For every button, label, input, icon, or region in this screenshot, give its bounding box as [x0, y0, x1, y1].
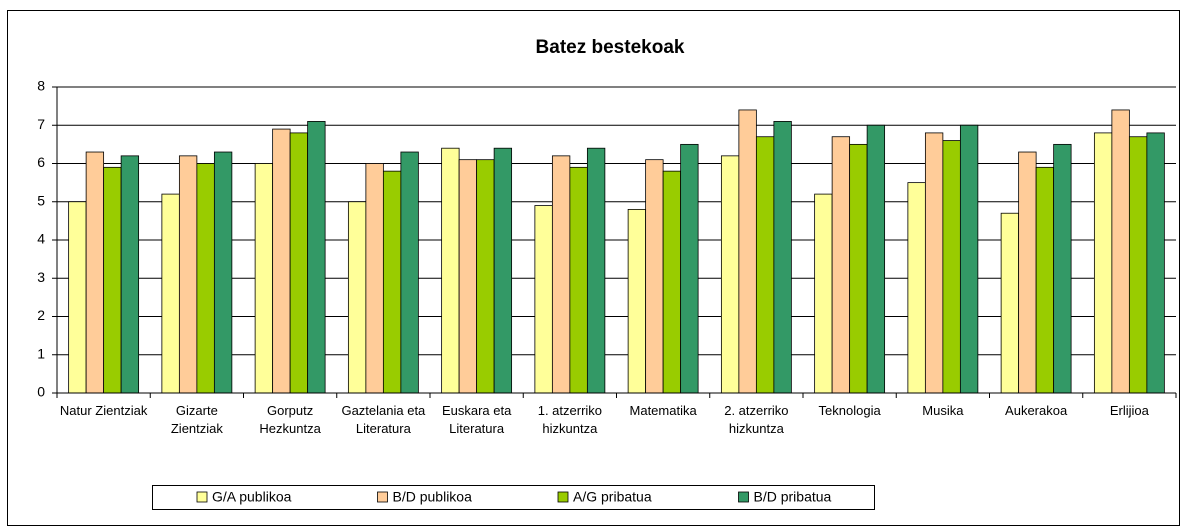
bar — [534, 205, 553, 394]
bar — [814, 193, 833, 394]
legend-label: B/D pribatua — [754, 489, 832, 505]
y-tick-label: 4 — [37, 231, 45, 247]
legend-swatch — [196, 491, 208, 503]
x-tick-label: Teknologia — [818, 403, 881, 418]
bar — [68, 201, 87, 394]
x-tick-label: Gizarte Zientziak — [170, 403, 223, 436]
bar — [680, 143, 699, 394]
bar — [627, 208, 647, 394]
legend-label: B/D publikoa — [393, 489, 473, 505]
bar — [365, 163, 384, 394]
bar — [441, 147, 460, 394]
bar — [213, 151, 233, 394]
bar — [400, 151, 419, 394]
legend-label: A/G pribatua — [573, 489, 652, 505]
legend-box — [152, 485, 875, 510]
bar — [1093, 132, 1113, 394]
legend-swatch — [377, 491, 388, 503]
x-tick-label: Euskara eta Literatura — [441, 403, 512, 436]
bar — [254, 163, 274, 394]
legend-swatch — [557, 491, 569, 503]
x-tick-label: Matematika — [629, 403, 697, 418]
bar — [458, 159, 478, 394]
bar — [476, 159, 495, 394]
bar — [831, 136, 851, 394]
x-tick-label: Erlijioa — [1109, 403, 1149, 418]
bar — [907, 182, 926, 394]
legend-swatch — [738, 491, 749, 503]
bar — [493, 147, 513, 394]
bar — [161, 193, 180, 394]
bar — [1111, 109, 1130, 394]
legend-label: G/A publikoa — [212, 489, 292, 505]
x-tick-label: Musika — [922, 403, 964, 418]
bar — [85, 151, 105, 394]
x-tick-label: 1. atzerriko hizkuntza — [537, 403, 603, 436]
y-tick-label: 2 — [37, 307, 45, 323]
bar — [924, 132, 944, 394]
bar — [103, 166, 122, 394]
bar — [866, 124, 886, 394]
bar — [307, 121, 326, 394]
y-tick-label: 7 — [37, 116, 45, 132]
chart-title: Batez bestekoak — [536, 37, 685, 58]
bar — [773, 121, 792, 394]
bar — [382, 170, 402, 394]
bar — [178, 155, 198, 394]
y-tick-label: 5 — [37, 192, 45, 208]
y-tick-label: 3 — [37, 269, 45, 285]
bar — [959, 124, 979, 394]
bar — [196, 163, 215, 394]
y-tick-label: 0 — [37, 384, 45, 400]
x-tick-label: 2. atzerriko hizkuntza — [724, 403, 789, 436]
bar — [569, 166, 588, 394]
bar — [586, 147, 606, 394]
y-tick-label: 6 — [37, 154, 45, 170]
y-tick-label: 1 — [37, 345, 45, 361]
bar — [1053, 143, 1072, 394]
bar — [551, 155, 571, 394]
x-tick-label: Aukerakoa — [1005, 403, 1068, 418]
bar — [849, 143, 868, 394]
bar — [1018, 151, 1037, 394]
x-tick-label: Natur Zientziak — [59, 403, 148, 418]
bar — [120, 155, 140, 394]
bar — [755, 136, 775, 394]
bar — [1035, 166, 1055, 394]
x-tick-label: Gaztelania eta Literatura — [341, 403, 426, 436]
bar — [1000, 212, 1020, 394]
y-tick-label: 8 — [37, 78, 45, 94]
bar — [720, 155, 740, 394]
bar — [289, 132, 309, 394]
bar — [645, 159, 664, 394]
x-tick-label: Gorputz Hezkuntza — [259, 403, 321, 436]
bar — [272, 128, 291, 394]
bar — [738, 109, 757, 394]
bar — [942, 140, 961, 394]
bar — [662, 170, 682, 394]
bar — [1128, 136, 1148, 394]
bar — [1146, 132, 1165, 394]
bar — [347, 201, 367, 394]
